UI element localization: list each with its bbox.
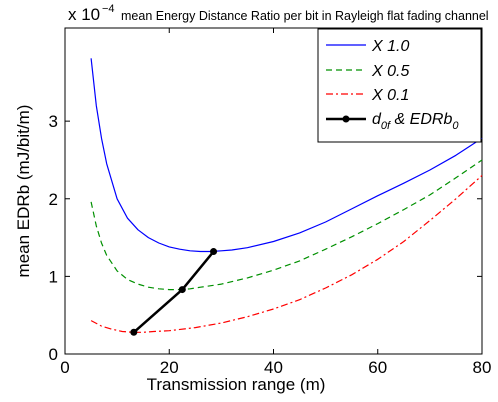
series-x05: [90, 159, 483, 291]
series-x01: [90, 175, 483, 333]
legend-box: [317, 28, 482, 143]
x-tick-label: 40: [264, 358, 283, 377]
y-tick-label: 1: [49, 267, 58, 286]
legend-label-x01: X 0.1: [371, 87, 409, 104]
legend: X 1.0 X 0.5 X 0.1 d0f & EDRb0: [317, 28, 482, 143]
chart-title: mean Energy Distance Ratio per bit in Ra…: [121, 9, 489, 23]
legend-marker-optimum: [342, 115, 350, 123]
y-tick-label: 0: [49, 345, 58, 364]
y-tick-label: 3: [49, 112, 58, 131]
x-tick-label: 0: [60, 358, 69, 377]
series-layer: [90, 58, 483, 336]
x-tick-label: 80: [473, 358, 492, 377]
x-tick-label: 60: [368, 358, 387, 377]
x-axis-label: Transmission range (m): [147, 375, 326, 394]
y-exponent-base: x 10: [68, 5, 100, 24]
optimum-point: [130, 328, 138, 336]
legend-label-x1: X 1.0: [371, 38, 409, 55]
y-axis-label: mean EDRb (mJ/bit/m): [14, 105, 33, 278]
y-tick-label: 2: [49, 190, 58, 209]
optimum-point: [178, 286, 186, 294]
legend-label-optimum: d0f & EDRb0: [372, 111, 459, 132]
y-exponent-power: −4: [102, 3, 115, 15]
legend-label-x05: X 0.5: [371, 63, 409, 80]
series-x1: [90, 58, 483, 253]
optimum-point: [210, 248, 218, 256]
x-tick-label: 20: [160, 358, 179, 377]
tick-labels: 0 20 40 60 80 0 1 2 3: [49, 112, 492, 377]
